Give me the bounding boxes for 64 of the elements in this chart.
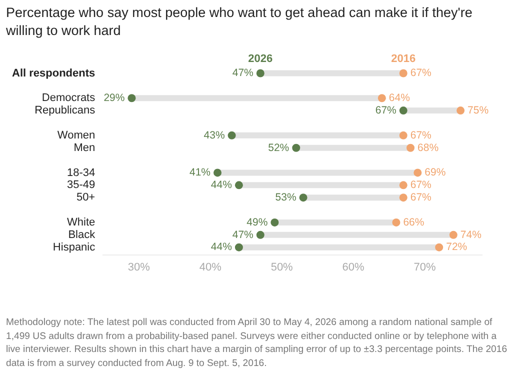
- y-tick-label: 35-49: [66, 179, 96, 192]
- point: [392, 218, 400, 226]
- point: [128, 94, 136, 102]
- series-label: 2016: [391, 52, 416, 65]
- y-tick-label: Men: [74, 142, 96, 154]
- data-label: 72%: [446, 241, 468, 254]
- text: Methodology note: The latest poll was conducted from April 30 to May 4, 2026 among a random national sample of 1,499 US adults drawn from a probability-based panel. Surveys were either conducted online or by telephone with a live interviewer. Results shown in this chart have a margin of sampling error of up to ±3.3 percentage points. The 2016 data is from a survey conducted from Aug. 9 to Sept. 5, 2016.: [6, 316, 508, 370]
- point: [406, 144, 415, 152]
- data-label: 53%: [275, 191, 296, 204]
- point: [214, 168, 222, 177]
- y-tick-label: All respondents: [12, 67, 96, 80]
- y-tick-label: Hispanic: [52, 241, 96, 254]
- point: [234, 243, 243, 252]
- series-label: 2026: [248, 52, 273, 65]
- y-tick-label: Black: [68, 228, 96, 241]
- chart-title: Percentage who say most people who want to get ahead can make it if they're willing to work hard: [6, 4, 474, 40]
- data-label: 49%: [246, 216, 268, 228]
- data-label: 41%: [189, 166, 210, 179]
- point: [299, 194, 308, 202]
- x-tick-label: 30%: [128, 261, 150, 274]
- point: [292, 144, 300, 152]
- y-tick-label: 50+: [76, 192, 96, 204]
- data-label: 69%: [424, 166, 446, 179]
- data-label: 67%: [410, 67, 432, 80]
- point: [378, 94, 386, 102]
- point: [449, 230, 458, 239]
- point: [456, 106, 465, 115]
- data-label: 67%: [375, 104, 396, 116]
- x-tick-label: 40%: [199, 261, 222, 274]
- y-tick-label: Republicans: [34, 104, 96, 117]
- data-label: 29%: [104, 92, 125, 104]
- point: [256, 69, 264, 78]
- data-label: 44%: [210, 241, 232, 254]
- data-label: 44%: [210, 179, 232, 192]
- y-tick-label: White: [67, 216, 96, 228]
- data-label: 67%: [410, 129, 432, 142]
- x-tick-label: 70%: [414, 261, 436, 274]
- point: [234, 181, 243, 190]
- point: [414, 168, 422, 177]
- point: [270, 218, 279, 226]
- point: [228, 131, 236, 140]
- data-label: 43%: [204, 129, 225, 142]
- point: [399, 181, 408, 190]
- y-tick-label: 18-34: [66, 166, 96, 179]
- data-label: 67%: [410, 179, 432, 192]
- data-label: 47%: [232, 67, 254, 80]
- point: [399, 69, 408, 78]
- data-label: 64%: [388, 92, 410, 104]
- point: [256, 230, 264, 239]
- data-label: 47%: [232, 228, 254, 241]
- x-tick-label: 50%: [270, 261, 294, 274]
- data-label: 52%: [268, 142, 290, 154]
- x-tick-label: 60%: [342, 261, 365, 274]
- point: [435, 243, 444, 252]
- y-tick-label: Women: [57, 129, 96, 142]
- point: [399, 131, 408, 140]
- point: [399, 194, 408, 202]
- data-label: 75%: [468, 104, 489, 116]
- y-tick-label: Democrats: [42, 92, 96, 104]
- data-label: 68%: [418, 142, 439, 154]
- data-label: 74%: [460, 228, 482, 241]
- data-label: 67%: [410, 191, 432, 204]
- point: [399, 106, 408, 115]
- data-label: 66%: [403, 216, 424, 228]
